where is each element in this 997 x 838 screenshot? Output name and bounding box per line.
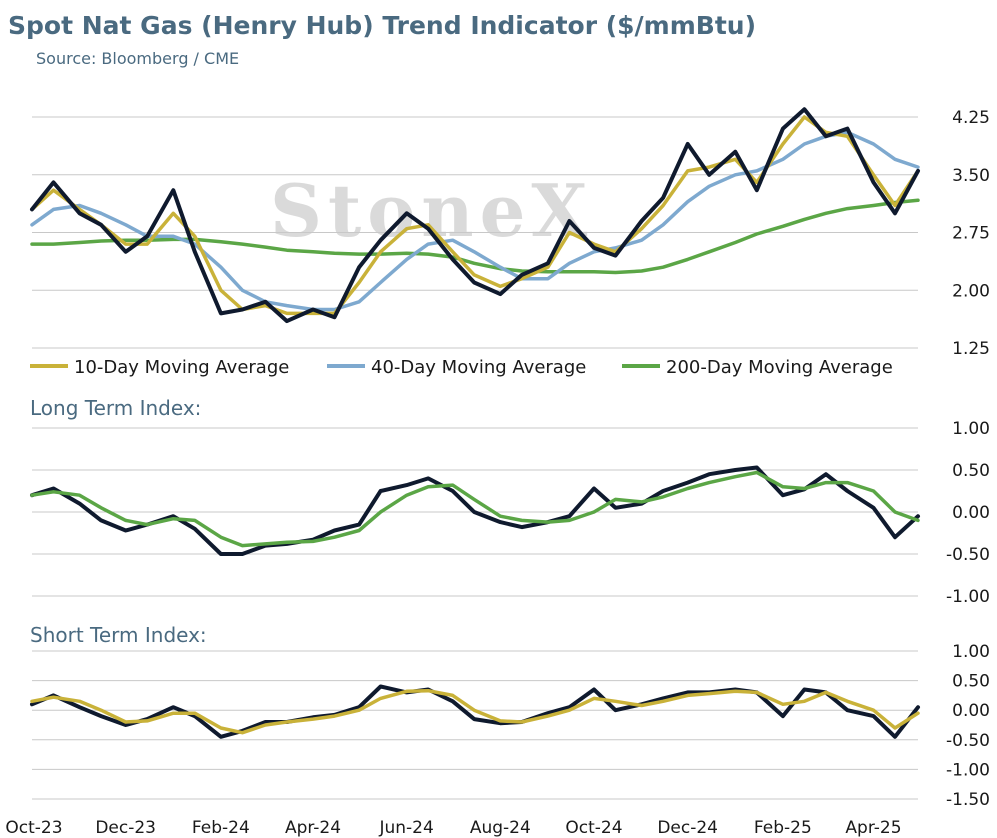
y-tick-label: -0.50 xyxy=(946,731,990,751)
short-term-panel-lines xyxy=(30,684,920,739)
y-tick-label: -1.50 xyxy=(946,790,990,810)
y-tick-label: 0.00 xyxy=(952,503,990,523)
y-tick-label: 2.75 xyxy=(952,224,990,244)
long-term-panel-grid xyxy=(32,427,918,597)
long-term-panel-title: Long Term Index: xyxy=(30,396,201,420)
long-term-panel-yticks: 1.00 0.50 0.00 -0.50 -1.00 xyxy=(946,419,990,607)
x-tick-label: Feb-24 xyxy=(192,818,250,838)
x-tick-label: Feb-25 xyxy=(754,818,812,838)
y-tick-label: 0.00 xyxy=(952,701,990,721)
long-term-panel-lines xyxy=(30,465,920,556)
x-tick-label: Aug-24 xyxy=(470,818,531,838)
short-term-panel-title: Short Term Index: xyxy=(30,623,207,647)
price-panel-lines xyxy=(30,107,920,324)
x-tick-label: Dec-23 xyxy=(95,818,156,838)
y-tick-label: 2.00 xyxy=(952,281,990,301)
x-tick-label: Jun-24 xyxy=(378,818,433,838)
price-series-price xyxy=(30,107,920,324)
y-tick-label: 3.50 xyxy=(952,166,990,186)
x-axis-tick-labels: Oct-23 Dec-23 Feb-24 Apr-24 Jun-24 Aug-24 Oct-… xyxy=(5,818,901,838)
price-legend: 10-Day Moving Average 40-Day Moving Avera… xyxy=(30,357,893,378)
short-series-signal xyxy=(30,688,920,735)
y-tick-label: 1.00 xyxy=(952,642,990,662)
y-tick-label: 1.25 xyxy=(952,339,990,359)
legend-item-label: 10-Day Moving Average xyxy=(74,357,289,378)
legend-item-label: 40-Day Moving Average xyxy=(371,357,586,378)
x-tick-label: Apr-24 xyxy=(285,818,341,838)
legend-item-label: 200-Day Moving Average xyxy=(666,357,893,378)
short-series-index xyxy=(30,684,920,739)
price-series-ma40 xyxy=(30,130,920,312)
long-series-signal xyxy=(30,470,920,548)
price-panel-yticks: 4.25 3.50 2.75 2.00 1.25 xyxy=(952,108,990,359)
short-term-panel-yticks: 1.00 0.50 0.00 -0.50 -1.00 -1.50 xyxy=(946,642,990,810)
chart-title: Spot Nat Gas (Henry Hub) Trend Indicator… xyxy=(8,11,756,40)
x-tick-label: Oct-23 xyxy=(5,818,62,838)
short-term-panel-grid xyxy=(32,650,918,800)
price-panel-grid xyxy=(32,116,918,349)
y-tick-label: -1.00 xyxy=(946,587,990,607)
y-tick-label: 0.50 xyxy=(952,672,990,692)
y-tick-label: 1.00 xyxy=(952,419,990,439)
chart-subtitle: Source: Bloomberg / CME xyxy=(36,49,239,68)
y-tick-label: 4.25 xyxy=(952,108,990,128)
price-series-ma10 xyxy=(30,115,920,316)
y-tick-label: 0.50 xyxy=(952,461,990,481)
x-tick-label: Oct-24 xyxy=(565,818,622,838)
x-tick-label: Dec-24 xyxy=(657,818,718,838)
watermark-logo: StoneX xyxy=(270,168,593,253)
x-tick-label: Apr-25 xyxy=(845,818,901,838)
y-tick-label: -1.00 xyxy=(946,760,990,780)
long-series-index xyxy=(30,465,920,556)
y-tick-label: -0.50 xyxy=(946,545,990,565)
